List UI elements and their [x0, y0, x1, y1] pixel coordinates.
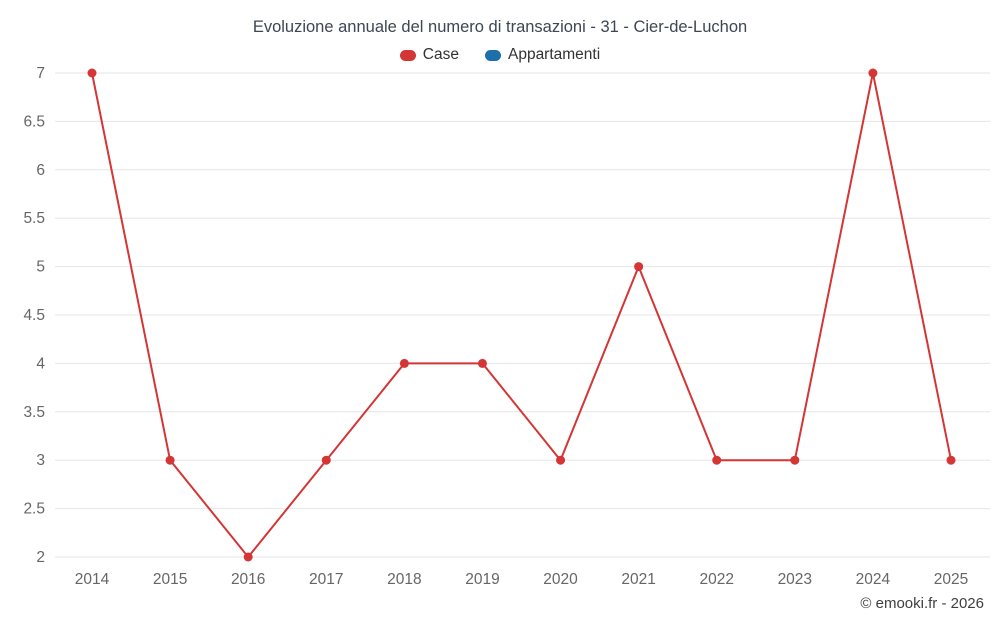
- y-tick-label: 5.5: [23, 210, 45, 227]
- x-tick-label: 2017: [309, 571, 343, 588]
- data-point[interactable]: [868, 68, 878, 78]
- data-point[interactable]: [321, 455, 331, 465]
- data-point[interactable]: [556, 455, 566, 465]
- x-tick-label: 2023: [778, 571, 812, 588]
- data-point[interactable]: [477, 358, 487, 368]
- y-tick-label: 2: [36, 549, 45, 566]
- data-point[interactable]: [87, 68, 97, 78]
- legend: Case Appartamenti: [0, 46, 1000, 64]
- data-point[interactable]: [790, 455, 800, 465]
- y-axis-labels: 2 2.5 3 3.5 4 4.5 5 5.5 6 6.5 7: [23, 65, 45, 566]
- data-point[interactable]: [243, 552, 253, 562]
- x-tick-label: 2024: [856, 571, 891, 588]
- legend-item-case[interactable]: Case: [399, 46, 459, 64]
- x-axis-labels: 2014 2015 2016 2017 2018 2019 2020 2021 2022 2023…: [75, 571, 968, 588]
- x-tick-label: 2022: [699, 571, 733, 588]
- case-series-swatch: [399, 49, 416, 61]
- y-tick-label: 2.5: [23, 501, 45, 518]
- chart-title: Evoluzione annuale del numero di transaz…: [252, 18, 748, 36]
- y-gridlines: [55, 72, 990, 558]
- appartamenti-series-swatch: [484, 49, 501, 61]
- x-tick-label: 2019: [465, 571, 499, 588]
- data-point[interactable]: [946, 455, 956, 465]
- legend-item-appartamenti[interactable]: Appartamenti: [484, 46, 601, 64]
- series-case: [87, 68, 956, 562]
- x-tick-label: 2014: [75, 571, 110, 588]
- x-tick-label: 2020: [543, 571, 578, 588]
- x-tick-label: 2016: [231, 571, 265, 588]
- data-point[interactable]: [634, 262, 644, 272]
- y-tick-label: 5: [36, 259, 45, 276]
- y-tick-label: 7: [36, 65, 45, 82]
- y-tick-label: 6.5: [23, 113, 45, 130]
- credit-text: © emooki.fr - 2026: [860, 595, 984, 612]
- x-tick-label: 2018: [387, 571, 421, 588]
- data-point[interactable]: [165, 455, 175, 465]
- x-tick-label: 2025: [934, 571, 968, 588]
- y-tick-label: 3.5: [23, 404, 45, 421]
- y-tick-label: 6: [36, 162, 45, 179]
- y-tick-label: 3: [36, 452, 45, 469]
- legend-label-case: Case: [422, 46, 459, 63]
- legend-label-appartamenti: Appartamenti: [507, 46, 601, 63]
- y-tick-label: 4.5: [23, 307, 45, 324]
- x-tick-label: 2015: [153, 571, 187, 588]
- x-tick-label: 2021: [621, 571, 655, 588]
- series-line: [91, 72, 952, 558]
- y-tick-label: 4: [36, 355, 45, 372]
- data-point[interactable]: [399, 358, 409, 368]
- data-point[interactable]: [712, 455, 722, 465]
